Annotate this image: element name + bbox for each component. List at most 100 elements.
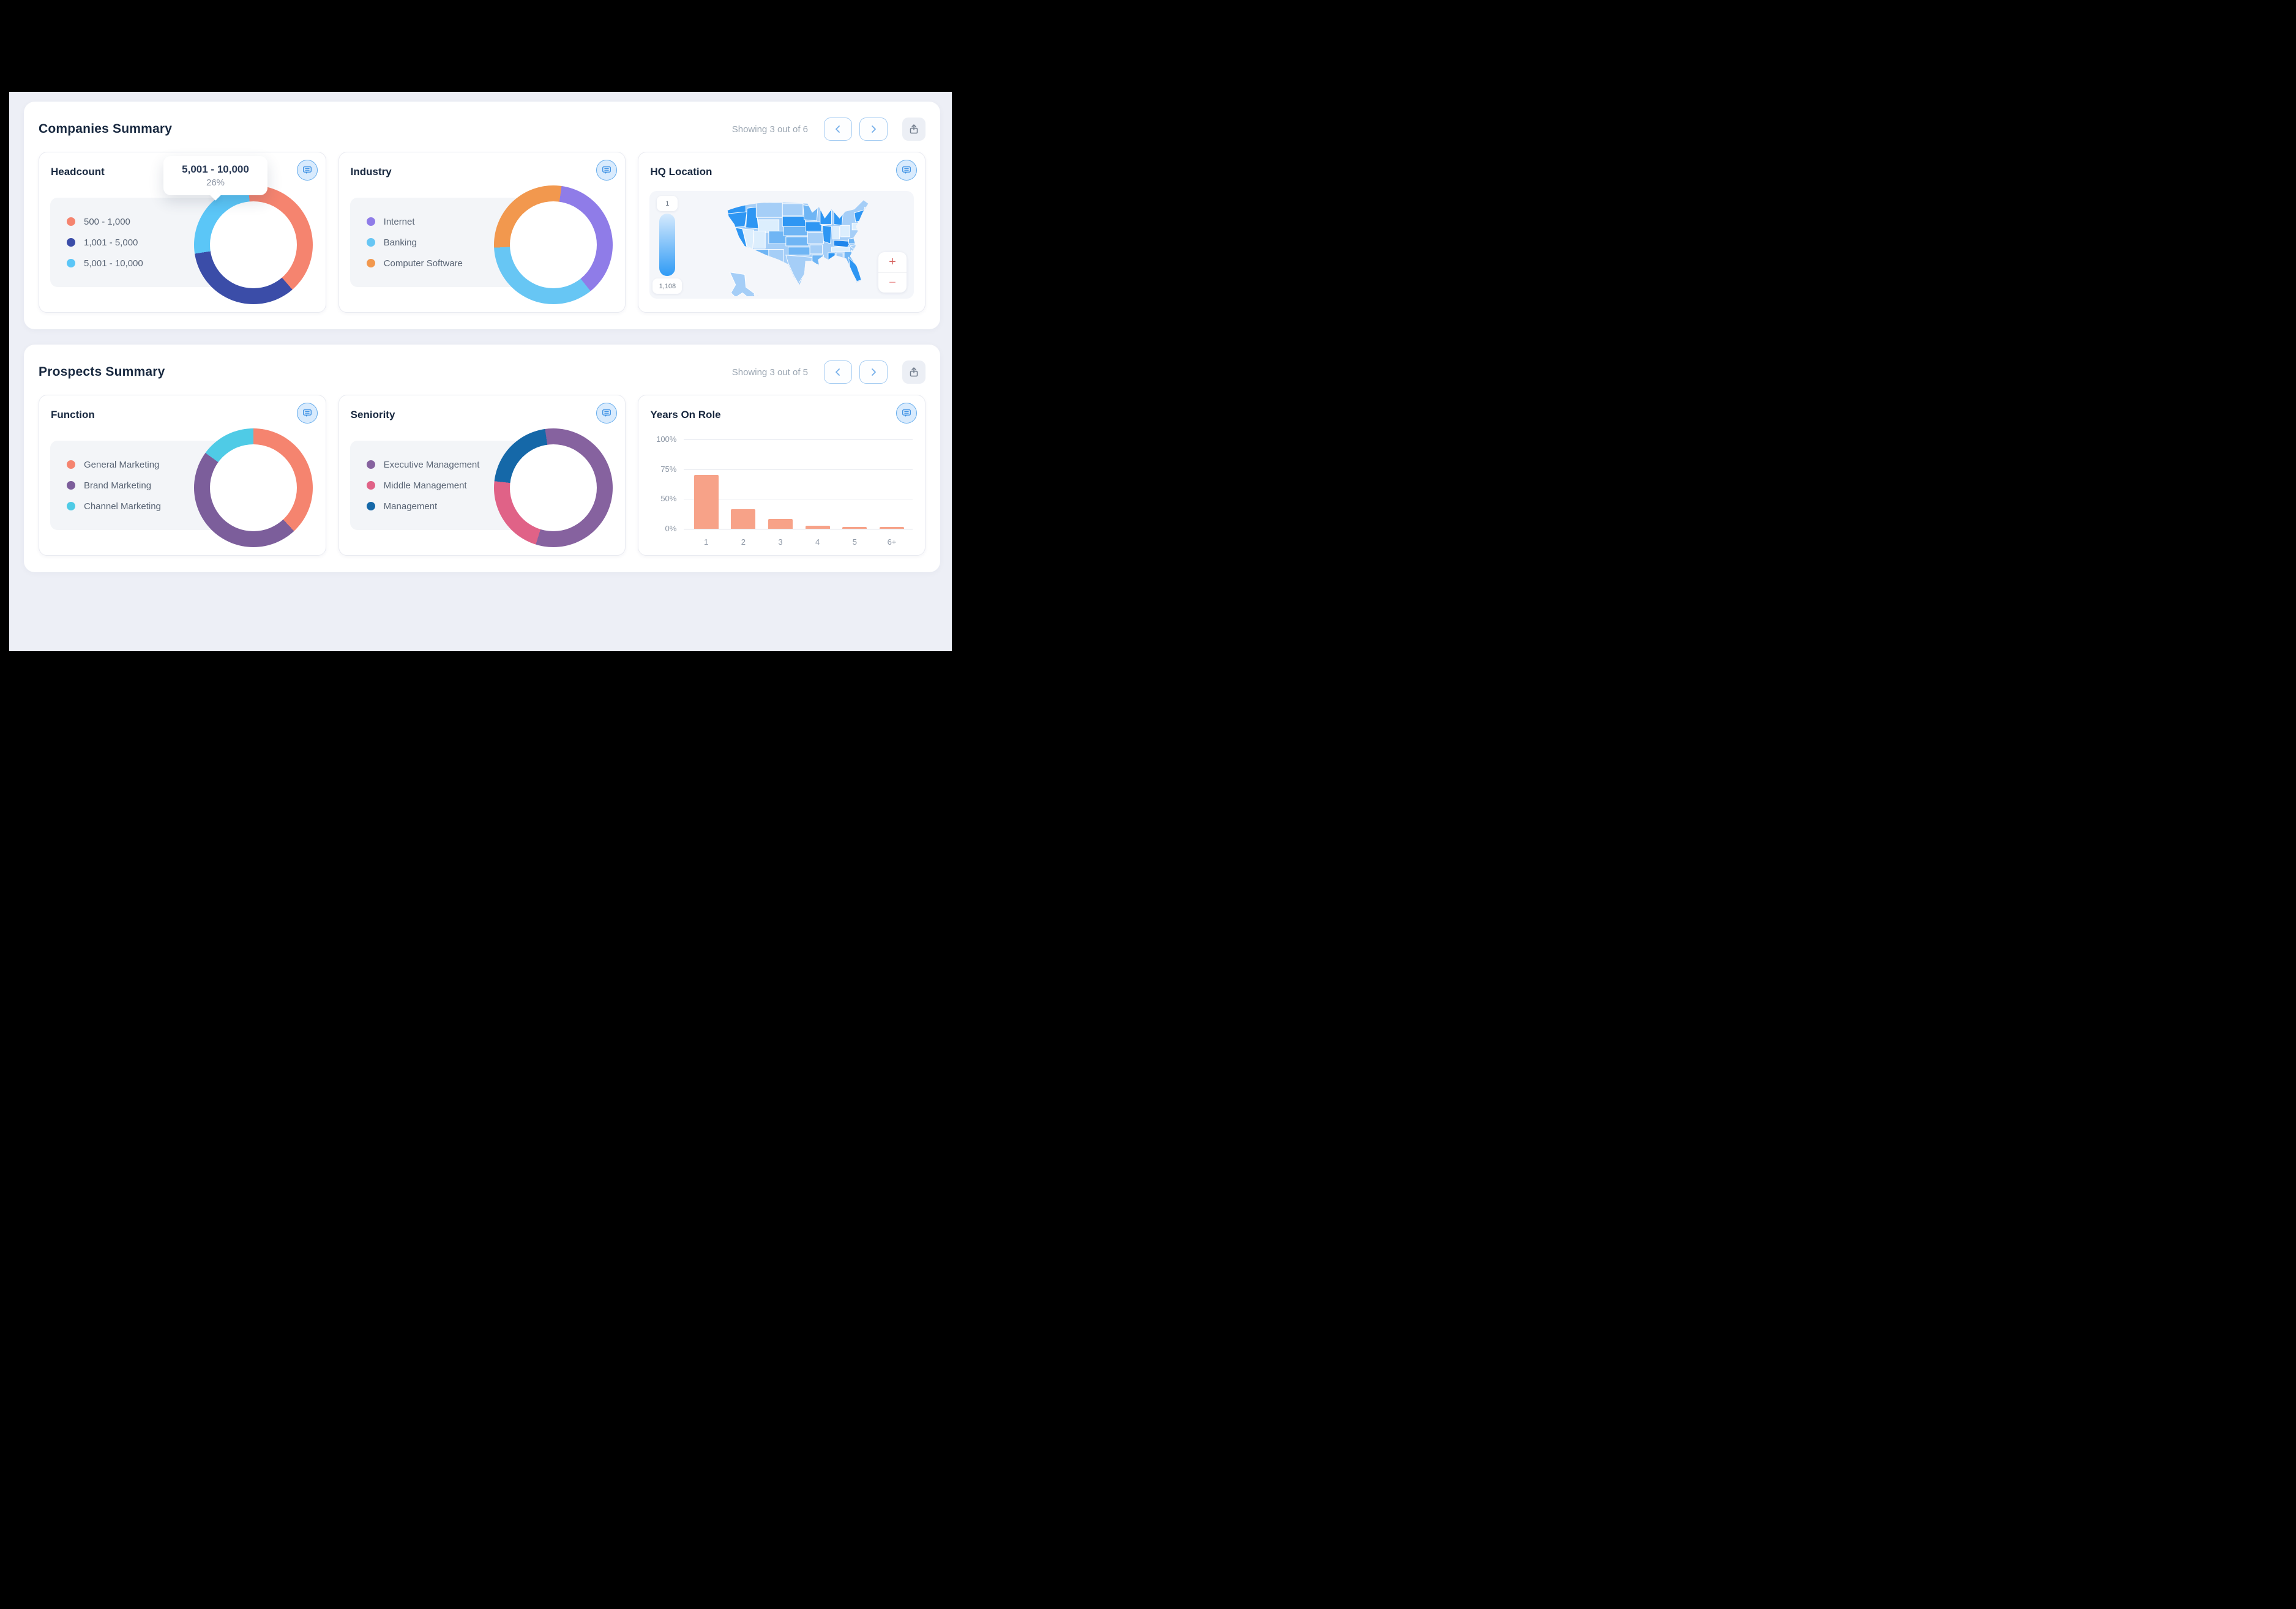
headcount-tooltip: 5,001 - 10,000 26% <box>163 156 267 201</box>
function-donut-chart[interactable] <box>194 428 313 547</box>
y-axis-tick-label: 50% <box>660 494 677 504</box>
legend-item: Management <box>366 501 523 512</box>
legend-label: 1,001 - 5,000 <box>84 237 138 248</box>
dashboard-background: Companies Summary Showing 3 out of 6 <box>9 92 952 651</box>
years-on-role-bar-chart: 100% 75% 50% 0% 1 2 3 4 5 6+ <box>649 431 915 547</box>
donut-hole <box>210 201 297 288</box>
legend-dot <box>366 481 375 490</box>
map-zoom-out-button[interactable]: − <box>878 273 907 293</box>
legend-item: Channel Marketing <box>67 501 223 512</box>
donut-hole <box>509 444 597 531</box>
x-axis-tick-label: 3 <box>778 537 783 547</box>
bar-6+[interactable] <box>880 527 904 529</box>
prospects-export-button[interactable] <box>902 360 926 384</box>
legend-item: Banking <box>366 237 523 248</box>
seniority-comment-button[interactable] <box>596 403 618 424</box>
tooltip-label: 5,001 - 10,000 <box>182 163 249 175</box>
donut-hole <box>509 201 597 288</box>
function-comment-button[interactable] <box>296 403 318 424</box>
legend-item: General Marketing <box>67 460 223 470</box>
chevron-right-icon <box>872 368 876 376</box>
legend-item: 5,001 - 10,000 <box>67 258 223 269</box>
x-axis-tick-label: 2 <box>741 537 746 547</box>
seniority-card: Seniority Executive Management Middle Ma… <box>338 395 626 556</box>
donut-hole <box>210 444 297 531</box>
legend-dot <box>67 460 75 469</box>
us-choropleth-map[interactable] <box>703 193 900 296</box>
x-axis-tick-label: 1 <box>704 537 709 547</box>
legend-label: Management <box>383 501 438 512</box>
hq-location-card: HQ Location 1 1,108 <box>638 152 926 313</box>
share-icon <box>910 367 918 377</box>
x-axis-tick-label: 6+ <box>887 537 897 547</box>
prospects-summary-panel: Prospects Summary Showing 3 out of 5 <box>24 345 940 572</box>
legend-dot <box>366 502 375 510</box>
headcount-donut-chart[interactable] <box>194 185 313 304</box>
industry-card: Industry Internet Banking Computer Softw… <box>338 152 626 313</box>
industry-card-title: Industry <box>350 166 392 177</box>
companies-next-button[interactable] <box>859 118 888 141</box>
bar-3[interactable] <box>768 519 793 529</box>
headcount-comment-button[interactable] <box>296 160 318 181</box>
legend-dot <box>366 238 375 247</box>
prospects-prev-button[interactable] <box>824 360 852 384</box>
legend-dot <box>67 481 75 490</box>
companies-summary-title: Companies Summary <box>39 122 173 136</box>
legend-item: 1,001 - 5,000 <box>67 237 223 248</box>
legend-item: Middle Management <box>366 480 523 491</box>
legend-label: 500 - 1,000 <box>84 216 130 227</box>
comment-icon <box>602 409 611 417</box>
map-color-scale <box>659 214 676 276</box>
bar-2[interactable] <box>731 509 756 529</box>
legend-label: Brand Marketing <box>84 480 152 491</box>
gridline <box>684 439 913 440</box>
companies-showing-count: Showing 3 out of 6 <box>731 124 808 135</box>
legend-item: Internet <box>366 216 523 227</box>
industry-comment-button[interactable] <box>596 160 618 181</box>
comment-icon <box>902 409 911 417</box>
map-scale-min: 1 <box>657 196 678 211</box>
hq-location-comment-button[interactable] <box>896 160 918 181</box>
x-axis-tick-label: 5 <box>852 537 857 547</box>
years-on-role-card-title: Years On Role <box>650 409 721 420</box>
tooltip-value: 26% <box>206 177 225 188</box>
legend-label: Internet <box>383 216 415 227</box>
industry-donut-chart[interactable] <box>493 185 613 304</box>
chevron-right-icon <box>872 125 876 133</box>
map-zoom-controls: + − <box>878 252 907 293</box>
hq-map-panel: 1 1,108 <box>649 191 914 299</box>
legend-label: Banking <box>383 237 417 248</box>
legend-dot <box>67 217 75 226</box>
companies-export-button[interactable] <box>902 118 926 141</box>
map-zoom-in-button[interactable]: + <box>878 252 907 273</box>
legend-dot <box>366 259 375 267</box>
legend-label: Channel Marketing <box>84 501 161 512</box>
legend-dot <box>67 259 75 267</box>
chevron-left-icon <box>836 368 840 376</box>
prospects-next-button[interactable] <box>859 360 888 384</box>
legend-item: 500 - 1,000 <box>67 217 223 227</box>
map-scale-max: 1,108 <box>653 278 682 294</box>
share-icon <box>910 124 918 134</box>
bar-4[interactable] <box>805 526 830 529</box>
legend-dot <box>67 502 75 510</box>
y-axis-tick-label: 100% <box>656 435 677 444</box>
comment-icon <box>302 166 312 174</box>
bar-5[interactable] <box>842 527 867 529</box>
companies-summary-header: Companies Summary Showing 3 out of 6 <box>39 115 926 143</box>
companies-summary-panel: Companies Summary Showing 3 out of 6 <box>24 102 940 329</box>
gridline <box>684 469 913 470</box>
y-axis-tick-label: 75% <box>660 464 677 474</box>
prospects-showing-count: Showing 3 out of 5 <box>731 367 808 378</box>
headcount-card-title: Headcount <box>51 166 105 177</box>
legend-label: Computer Software <box>383 258 463 269</box>
years-on-role-comment-button[interactable] <box>896 403 918 424</box>
bar-1[interactable] <box>694 475 719 529</box>
legend-item: Brand Marketing <box>67 480 223 491</box>
legend-item: Computer Software <box>366 258 523 269</box>
headcount-card: Headcount 500 - 1,000 1,001 - 5,000 5,00… <box>39 152 326 313</box>
comment-icon <box>902 166 911 174</box>
chevron-left-icon <box>836 125 840 133</box>
seniority-donut-chart[interactable] <box>493 428 613 547</box>
companies-prev-button[interactable] <box>824 118 852 141</box>
